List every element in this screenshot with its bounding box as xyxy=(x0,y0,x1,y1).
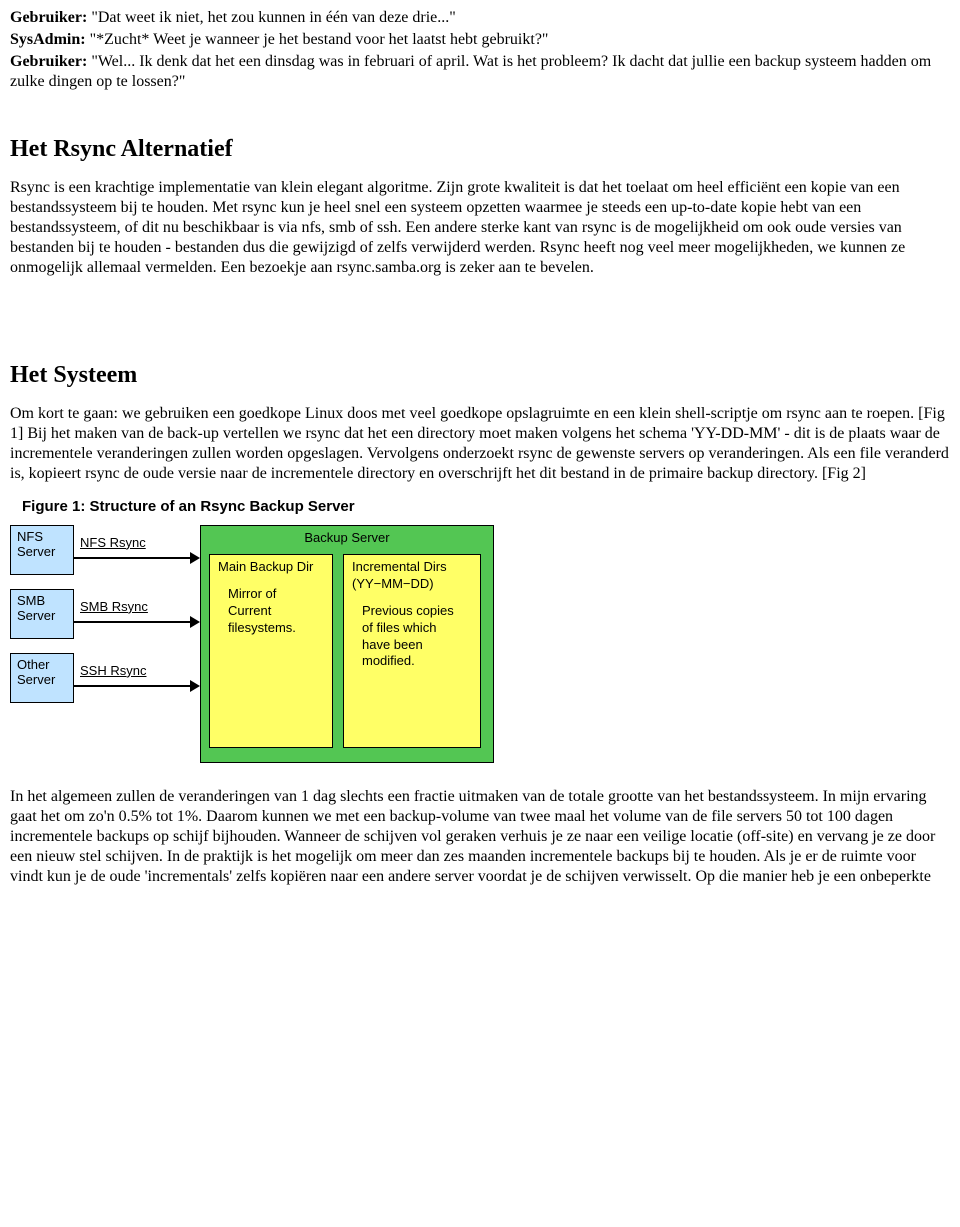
incremental-dirs-title: Incremental Dirs(YY−MM−DD) xyxy=(352,559,472,593)
other-server-box: OtherServer xyxy=(10,653,74,703)
arrow-smb-label: SMB Rsync xyxy=(80,599,148,615)
figure-arrows: NFS Rsync SMB Rsync SSH Rsync xyxy=(74,525,200,763)
backup-server-title: Backup Server xyxy=(209,530,485,546)
figure-1: Figure 1: Structure of an Rsync Backup S… xyxy=(10,498,510,763)
main-backup-dir-box: Main Backup Dir Mirror ofCurrentfilesyst… xyxy=(209,554,333,748)
nfs-server-box: NFSServer xyxy=(10,525,74,575)
dialogue-speaker-3: Gebruiker: xyxy=(10,53,87,70)
arrow-nfs: NFS Rsync xyxy=(74,535,200,564)
incremental-dirs-sub: Previous copiesof files whichhave beenmo… xyxy=(352,603,472,671)
arrow-ssh-line xyxy=(74,680,200,692)
paragraph-rsync-alternatief: Rsync is een krachtige implementatie van… xyxy=(10,178,950,278)
main-backup-dir-title: Main Backup Dir xyxy=(218,559,324,576)
arrow-nfs-line xyxy=(74,552,200,564)
dialogue-text-3: "Wel... Ik denk dat het een dinsdag was … xyxy=(10,53,931,90)
main-backup-dir-sub: Mirror ofCurrentfilesystems. xyxy=(218,586,324,637)
figure-1-canvas: NFSServer SMBServer OtherServer NFS Rsyn… xyxy=(10,525,510,763)
incremental-dirs-box: Incremental Dirs(YY−MM−DD) Previous copi… xyxy=(343,554,481,748)
arrow-ssh-label: SSH Rsync xyxy=(80,663,146,679)
dialogue-line-2: SysAdmin: "*Zucht* Weet je wanneer je he… xyxy=(10,30,950,50)
backup-server-box: Backup Server Main Backup Dir Mirror ofC… xyxy=(200,525,494,763)
figure-source-servers: NFSServer SMBServer OtherServer xyxy=(10,525,74,763)
paragraph-systeem-2: In het algemeen zullen de veranderingen … xyxy=(10,787,950,887)
dialogue-line-1: Gebruiker: "Dat weet ik niet, het zou ku… xyxy=(10,8,950,28)
heading-het-systeem: Het Systeem xyxy=(10,360,950,390)
dialogue-line-3: Gebruiker: "Wel... Ik denk dat het een d… xyxy=(10,52,950,92)
arrow-ssh: SSH Rsync xyxy=(74,663,200,692)
dialogue-block: Gebruiker: "Dat weet ik niet, het zou ku… xyxy=(10,8,950,92)
dialogue-text-1: "Dat weet ik niet, het zou kunnen in één… xyxy=(87,9,455,26)
arrow-smb-line xyxy=(74,616,200,628)
heading-rsync-alternatief: Het Rsync Alternatief xyxy=(10,134,950,164)
dialogue-speaker-1: Gebruiker: xyxy=(10,9,87,26)
smb-server-box: SMBServer xyxy=(10,589,74,639)
dialogue-text-2: "*Zucht* Weet je wanneer je het bestand … xyxy=(86,31,549,48)
arrow-smb: SMB Rsync xyxy=(74,599,200,628)
figure-1-title: Figure 1: Structure of an Rsync Backup S… xyxy=(22,498,510,517)
dialogue-speaker-2: SysAdmin: xyxy=(10,31,86,48)
paragraph-systeem-1: Om kort te gaan: we gebruiken een goedko… xyxy=(10,404,950,484)
arrow-nfs-label: NFS Rsync xyxy=(80,535,146,551)
